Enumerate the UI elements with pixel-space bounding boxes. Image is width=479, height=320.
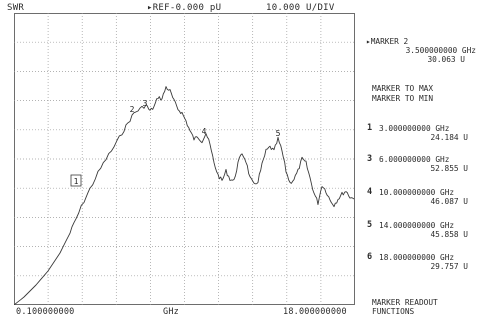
frequency-unit: GHz [163,307,179,317]
marker-flag-label: 1 [74,177,79,186]
marker-flag-label: 3 [143,99,148,108]
marker-amplitude: 24.184 U [430,133,468,142]
marker-frequency: 14.000000000 GHz [379,221,455,230]
marker-frequency: 3.000000000 GHz [379,124,450,133]
softkey-number: 5 [367,220,373,230]
reference-level: ▸REF-0.000 pU [147,3,222,13]
active-marker-amplitude: 30.063 U [427,55,465,64]
measurement-mode: SWR [7,3,25,13]
softkey-number: 6 [367,252,373,262]
swr-trace-line [14,86,355,305]
active-marker-box [70,174,82,187]
active-marker-frequency: 3.500000000 GHz [405,46,476,55]
softkey-number: 4 [367,187,373,197]
marker-frequency: 18.000000000 GHz [379,253,455,262]
softkey-panel: ▸MARKER 2 3.500000000 GHz 30.063 U MARKE… [362,0,479,320]
marker-functions-label: FUNCTIONS [372,307,415,316]
softkey-number: 1 [367,123,373,133]
marker-flag-label: 4 [202,127,207,136]
marker-flag-label: 2 [130,105,135,114]
marker-amplitude: 45.858 U [430,230,468,239]
marker-to-max-label: MARKER TO MAX [372,84,434,93]
softkey-number: 3 [367,154,373,164]
marker-amplitude: 52.855 U [430,164,468,173]
marker-frequency: 10.000000000 GHz [379,188,455,197]
scale-per-division: 10.000 U/DIV [266,3,335,13]
marker-to-min-label: MARKER TO MIN [372,94,434,103]
start-frequency: 0.100000000 [16,307,75,317]
marker-flag-label: 5 [276,129,281,138]
marker-frequency: 6.000000000 GHz [379,155,450,164]
marker-amplitude: 29.757 U [430,262,468,271]
marker-amplitude: 46.087 U [430,197,468,206]
active-marker-title: ▸MARKER 2 [366,37,409,46]
marker-readout-label: MARKER READOUT [372,298,438,307]
stop-frequency: 18.000000000 [283,307,347,317]
